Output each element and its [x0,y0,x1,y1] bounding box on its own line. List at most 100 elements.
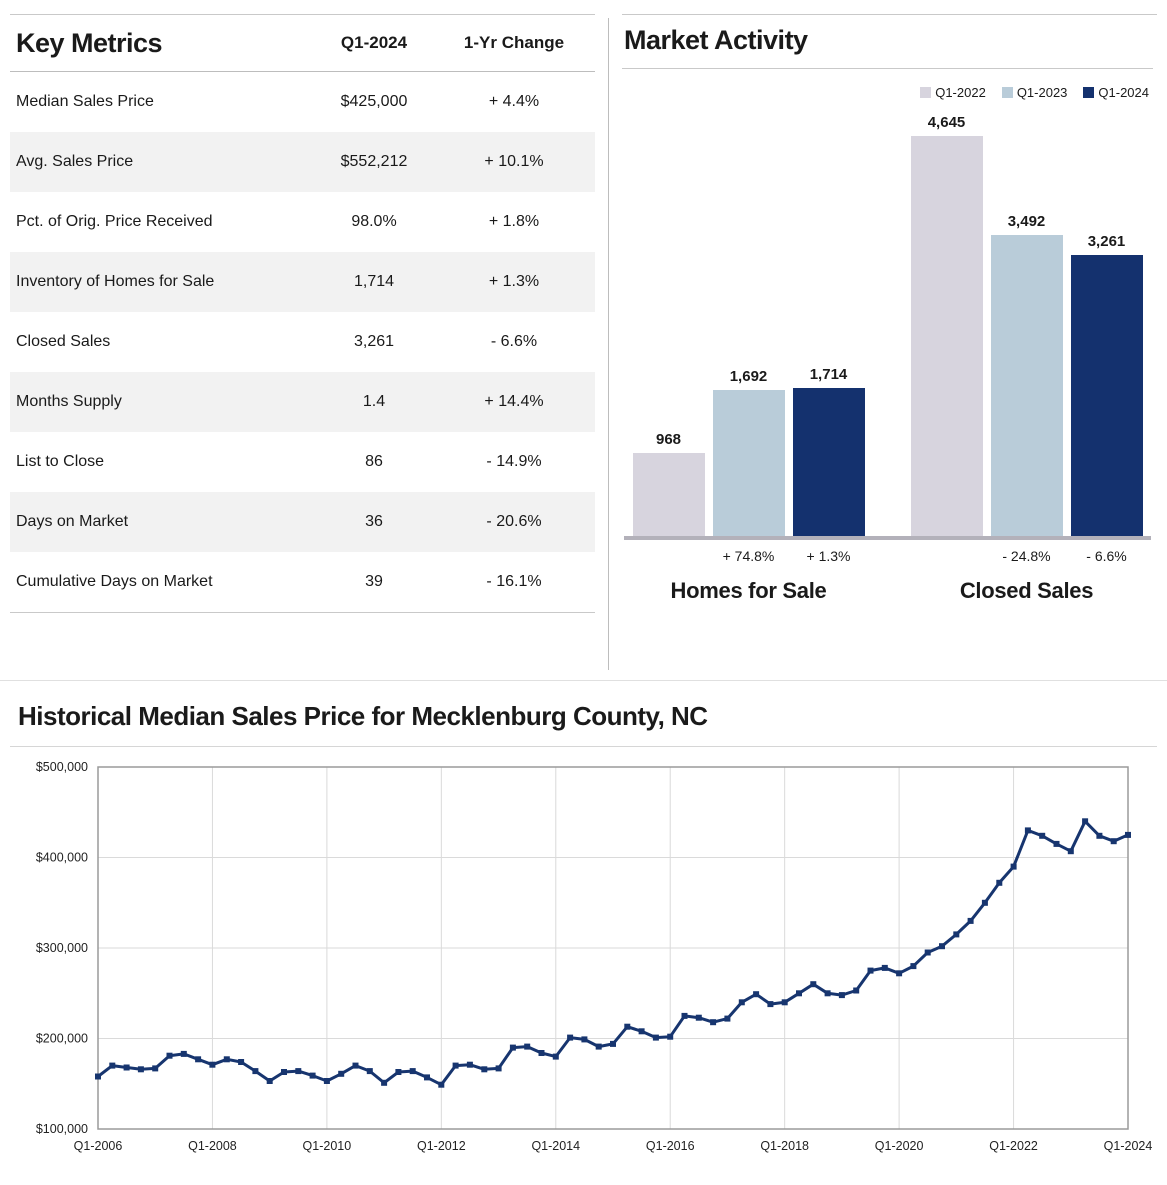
pct-change-label: - 6.6% [1086,548,1127,564]
vertical-divider [608,18,609,670]
metric-label: Cumulative Days on Market [16,573,213,590]
bar-column: 1,714 [791,366,867,536]
metric-change: + 14.4% [484,393,544,410]
market-activity-title: Market Activity [622,15,1153,69]
market-activity-bar-chart: 968 1,692 1,714 4,645 [622,104,1153,604]
metric-value: 3,261 [353,333,395,350]
pct-group: - 24.8% - 6.6% [907,548,1147,564]
table-row: Median Sales Price $425,000 + 4.4% [10,72,595,132]
bar-q1-2023 [990,235,1063,536]
bar-chart-legend: Q1-2022 Q1-2023 Q1-2024 [622,85,1149,100]
bar-value-label: 3,492 [1007,213,1046,230]
key-metrics-header: Key Metrics Q1-2024 1-Yr Change [10,15,595,72]
bar-column: 4,645 [909,114,985,536]
historical-section: Historical Median Sales Price for Meckle… [0,680,1167,1164]
key-metrics-table: Median Sales Price $425,000 + 4.4% Avg. … [10,72,595,613]
key-metrics-panel: Key Metrics Q1-2024 1-Yr Change Median S… [10,14,595,680]
svg-text:Q1-2016: Q1-2016 [646,1139,695,1153]
legend-swatch-q1-2024 [1083,87,1095,98]
legend-swatch-q1-2022 [920,87,932,98]
pct-change-row: + 74.8% + 1.3% - 24.8% - 6.6% [624,548,1151,564]
pct-group: + 74.8% + 1.3% [629,548,869,564]
svg-text:$500,000: $500,000 [36,760,88,774]
bar-value-label: 3,261 [1087,233,1126,250]
market-activity-panel: Market Activity Q1-2022 Q1-2023 Q1-2024 … [622,14,1157,680]
bar-column: 3,492 [989,213,1065,536]
metric-value: $552,212 [340,153,408,170]
table-row: Inventory of Homes for Sale 1,714 + 1.3% [10,252,595,312]
metric-label: Days on Market [16,513,129,530]
metric-label: List to Close [16,453,105,470]
svg-text:Q1-2008: Q1-2008 [188,1139,237,1153]
key-metrics-title: Key Metrics [16,27,163,58]
table-row: Pct. of Orig. Price Received 98.0% + 1.8… [10,192,595,252]
metric-label: Inventory of Homes for Sale [16,273,215,290]
historical-chart-container: Q1-2006 Q1-2008 Q1-2010 Q1-2012 Q1-2014 Q1-20… [10,757,1157,1164]
bar-value-label: 4,645 [927,114,966,131]
metric-change: + 1.3% [488,273,540,290]
legend-item: Q1-2022 [920,85,986,100]
group-label-homes-for-sale: Homes for Sale [670,578,827,603]
bar-q1-2024 [792,388,865,536]
metric-label: Pct. of Orig. Price Received [16,213,213,230]
metric-change: - 16.1% [486,573,542,590]
pct-change-label [907,548,987,564]
bar-q1-2023 [712,390,785,536]
metric-value: $425,000 [340,93,408,110]
bar-column: 968 [631,431,707,536]
metric-change: + 10.1% [484,153,544,170]
legend-item: Q1-2023 [1001,85,1068,100]
metric-label: Months Supply [16,393,122,410]
table-row: Closed Sales 3,261 - 6.6% [10,312,595,372]
svg-text:Q1-2012: Q1-2012 [417,1139,466,1153]
pct-change-label [629,548,709,564]
svg-text:$100,000: $100,000 [36,1122,88,1136]
group-label-closed-sales: Closed Sales [959,578,1094,603]
metric-value: 36 [365,513,383,530]
svg-text:Q1-2018: Q1-2018 [760,1139,809,1153]
bar-group-closed-sales: 4,645 3,492 3,261 [907,114,1147,536]
svg-text:Q1-2006: Q1-2006 [74,1139,123,1153]
bar-group-homes-for-sale: 968 1,692 1,714 [629,366,869,536]
historical-line-chart: Q1-2006 Q1-2008 Q1-2010 Q1-2012 Q1-2014 Q1-20… [36,760,1153,1153]
metric-value: 1.4 [362,393,386,410]
table-row: Avg. Sales Price $552,212 + 10.1% [10,132,595,192]
metric-value: 86 [365,453,383,470]
group-labels-row: Homes for Sale Closed Sales [624,578,1151,604]
top-section: Key Metrics Q1-2024 1-Yr Change Median S… [10,14,1157,680]
metric-value: 39 [365,573,383,590]
pct-change-label: - 24.8% [1002,548,1051,564]
svg-text:Q1-2022: Q1-2022 [989,1139,1038,1153]
svg-text:$200,000: $200,000 [36,1032,88,1046]
table-row: Months Supply 1.4 + 14.4% [10,372,595,432]
metric-value: 98.0% [351,213,397,230]
metric-label: Closed Sales [16,333,111,350]
metric-change: - 14.9% [486,453,542,470]
table-row: Cumulative Days on Market 39 - 16.1% [10,552,595,612]
bar-column: 3,261 [1069,233,1145,536]
legend-label: Q1-2023 [1016,85,1068,100]
metric-change: + 4.4% [488,93,540,110]
svg-text:Q1-2010: Q1-2010 [303,1139,352,1153]
svg-text:$300,000: $300,000 [36,941,88,955]
bar-value-label: 968 [655,431,682,448]
pct-change-label: + 74.8% [722,548,775,564]
bar-q1-2022 [910,136,983,536]
metric-value: 1,714 [353,273,395,290]
column-header-1yr-change: 1-Yr Change [463,33,565,52]
pct-change-label: + 1.3% [806,548,851,564]
svg-text:Q1-2024: Q1-2024 [1104,1139,1153,1153]
legend-swatch-q1-2023 [1001,87,1013,98]
bars-area: 968 1,692 1,714 4,645 [624,104,1151,540]
svg-text:$400,000: $400,000 [36,851,88,865]
metric-label: Avg. Sales Price [16,153,134,170]
metric-label: Median Sales Price [16,93,154,110]
legend-label: Q1-2022 [935,85,986,100]
svg-text:Q1-2014: Q1-2014 [531,1139,580,1153]
bar-column: 1,692 [711,368,787,536]
metric-change: - 20.6% [486,513,542,530]
legend-label: Q1-2024 [1098,85,1149,100]
bar-q1-2024 [1070,255,1143,536]
table-row: Days on Market 36 - 20.6% [10,492,595,552]
bar-q1-2022 [632,453,705,536]
